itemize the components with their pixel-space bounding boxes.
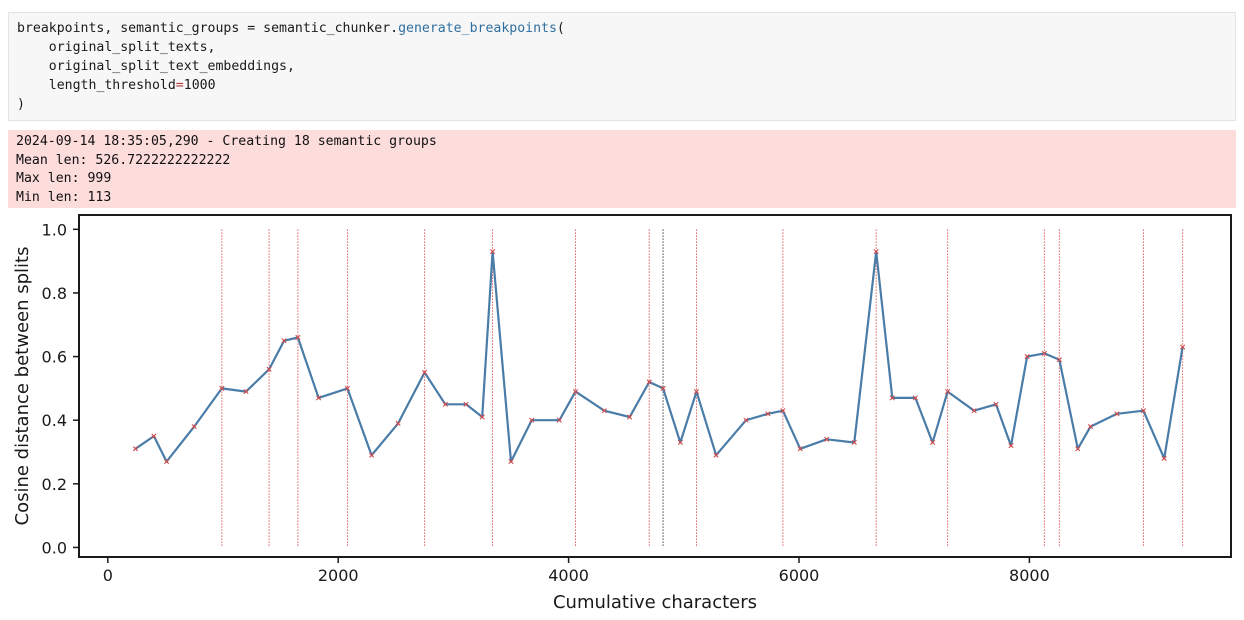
y-tick-label: 0.0 bbox=[42, 538, 67, 557]
data-point-marker bbox=[344, 385, 351, 391]
x-tick-label: 6000 bbox=[779, 566, 820, 585]
data-point-marker bbox=[1180, 344, 1186, 350]
code-line-1: breakpoints, semantic_groups = semantic_… bbox=[17, 19, 565, 38]
data-point-marker bbox=[660, 385, 666, 391]
data-point-marker bbox=[889, 395, 895, 401]
data-point-marker bbox=[1161, 455, 1167, 461]
axes: 0 2000 4000 6000 8000 0.0 0.2 0.4 0.6 0.8 1.0 bbox=[42, 220, 1050, 585]
code-line-2: original_split_texts, bbox=[17, 40, 216, 55]
data-point-marker bbox=[243, 388, 249, 395]
y-tick-label: 1.0 bbox=[42, 220, 67, 239]
data-point-marker bbox=[219, 385, 225, 391]
output-line: Max len: 999 bbox=[16, 171, 112, 186]
data-point-marker bbox=[1008, 443, 1014, 449]
data-point-marker bbox=[743, 417, 749, 423]
code-cell[interactable]: breakpoints, semantic_groups = semantic_… bbox=[8, 12, 1236, 121]
data-point-marker bbox=[1114, 411, 1120, 417]
y-axis-label: Cosine distance between splits bbox=[12, 247, 33, 526]
data-point-marker bbox=[132, 446, 139, 452]
code-text: ( bbox=[556, 21, 565, 36]
output-line: 2024-09-14 18:35:05,290 - Creating 18 se… bbox=[16, 134, 437, 149]
data-point-marker bbox=[508, 458, 514, 465]
data-point-marker bbox=[422, 369, 428, 376]
data-point-marker bbox=[851, 439, 857, 446]
x-tick-label: 2000 bbox=[318, 566, 359, 585]
series-line bbox=[134, 250, 1184, 463]
data-point-marker bbox=[945, 388, 951, 395]
data-point-marker bbox=[780, 408, 786, 414]
data-point-marker bbox=[713, 452, 719, 458]
data-point-marker bbox=[646, 379, 652, 385]
data-point-marker bbox=[930, 439, 936, 446]
data-point-marker bbox=[489, 248, 496, 255]
data-point-marker bbox=[1041, 350, 1047, 356]
y-tick-label: 0.6 bbox=[42, 348, 67, 367]
x-tick-label: 4000 bbox=[548, 566, 589, 585]
data-point-marker bbox=[479, 414, 485, 420]
series-layer bbox=[132, 248, 1186, 465]
output-line: Mean len: 526.7222222222222 bbox=[16, 152, 231, 168]
x-tick-label: 0 bbox=[103, 566, 113, 585]
data-point-marker bbox=[295, 334, 301, 341]
output-cell: 2024-09-14 18:35:05,290 - Creating 18 se… bbox=[8, 130, 1236, 208]
data-point-marker bbox=[677, 439, 683, 446]
data-point-marker bbox=[971, 408, 977, 414]
data-point-marker bbox=[395, 420, 401, 426]
code-function-name: generate_breakpoints bbox=[398, 21, 557, 36]
data-point-marker bbox=[191, 423, 197, 430]
data-point-marker bbox=[1140, 408, 1147, 414]
data-point-marker bbox=[572, 388, 579, 395]
data-point-marker bbox=[1087, 423, 1094, 430]
y-tick-label: 0.8 bbox=[42, 284, 67, 303]
data-point-marker bbox=[529, 417, 535, 423]
data-point-marker bbox=[824, 436, 830, 442]
y-tick-label: 0.4 bbox=[42, 411, 67, 430]
data-point-marker bbox=[765, 411, 771, 417]
data-point-marker bbox=[693, 388, 700, 395]
data-point-marker bbox=[266, 366, 272, 372]
data-point-marker bbox=[281, 338, 287, 344]
y-tick-label: 0.2 bbox=[42, 475, 67, 494]
data-point-marker bbox=[627, 414, 633, 420]
data-point-marker bbox=[912, 395, 918, 401]
data-point-marker bbox=[993, 401, 999, 407]
data-point-marker bbox=[873, 248, 879, 255]
code-text: breakpoints, semantic_groups = semantic_… bbox=[17, 21, 399, 36]
x-axis-label: Cumulative characters bbox=[553, 592, 757, 613]
breakpoint-lines bbox=[221, 229, 1184, 548]
data-point-marker bbox=[369, 452, 375, 458]
data-point-marker bbox=[163, 458, 170, 465]
data-point-marker bbox=[1056, 357, 1062, 363]
data-point-marker bbox=[1024, 353, 1030, 360]
data-point-marker bbox=[1075, 446, 1081, 452]
data-point-marker bbox=[442, 401, 448, 407]
data-point-marker bbox=[463, 401, 469, 407]
data-point-marker bbox=[316, 395, 322, 401]
code-text: length_threshold bbox=[17, 78, 176, 93]
plot-frame bbox=[78, 214, 1232, 558]
data-point-marker bbox=[797, 446, 803, 452]
code-line-4: length_threshold=1000 bbox=[17, 76, 216, 95]
code-line-3: original_split_text_embeddings, bbox=[17, 59, 295, 74]
code-number: 1000 bbox=[183, 78, 216, 93]
data-point-marker bbox=[151, 433, 157, 439]
x-tick-label: 8000 bbox=[1009, 566, 1050, 585]
output-line: Min len: 113 bbox=[16, 189, 112, 205]
code-operator: = bbox=[175, 78, 184, 93]
data-point-marker bbox=[601, 408, 607, 414]
data-point-marker bbox=[556, 417, 562, 423]
code-line-5: ) bbox=[17, 97, 25, 112]
